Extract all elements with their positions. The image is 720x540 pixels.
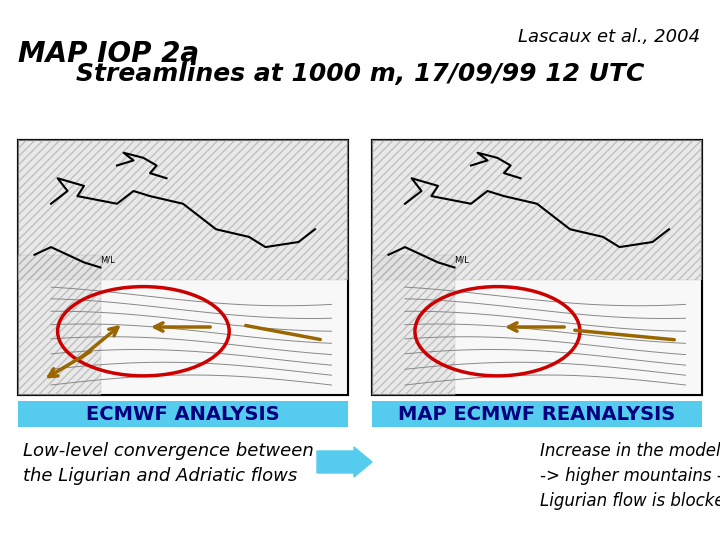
- Bar: [372, 140, 702, 280]
- Text: MAP IOP 2a: MAP IOP 2a: [18, 40, 199, 68]
- FancyBboxPatch shape: [18, 401, 348, 427]
- Bar: [372, 140, 702, 395]
- Text: M/L: M/L: [454, 255, 469, 265]
- FancyBboxPatch shape: [372, 401, 702, 427]
- Text: M/L: M/L: [101, 255, 115, 265]
- Text: MAP ECMWF REANALYSIS: MAP ECMWF REANALYSIS: [398, 404, 675, 423]
- FancyBboxPatch shape: [372, 140, 702, 395]
- Text: Increase in the model resolution
-> higher mountains -> the
Ligurian flow is blo: Increase in the model resolution -> high…: [541, 442, 720, 510]
- Bar: [18, 140, 348, 280]
- Text: Low-level convergence between
the Ligurian and Adriatic flows: Low-level convergence between the Liguri…: [23, 442, 314, 485]
- FancyArrow shape: [317, 447, 372, 477]
- Bar: [372, 255, 454, 395]
- Text: ECMWF ANALYSIS: ECMWF ANALYSIS: [86, 404, 280, 423]
- Text: Lascaux et al., 2004: Lascaux et al., 2004: [518, 28, 700, 46]
- Bar: [18, 255, 101, 395]
- FancyBboxPatch shape: [18, 140, 348, 395]
- Text: Streamlines at 1000 m, 17/09/99 12 UTC: Streamlines at 1000 m, 17/09/99 12 UTC: [76, 62, 644, 86]
- Bar: [18, 140, 348, 395]
